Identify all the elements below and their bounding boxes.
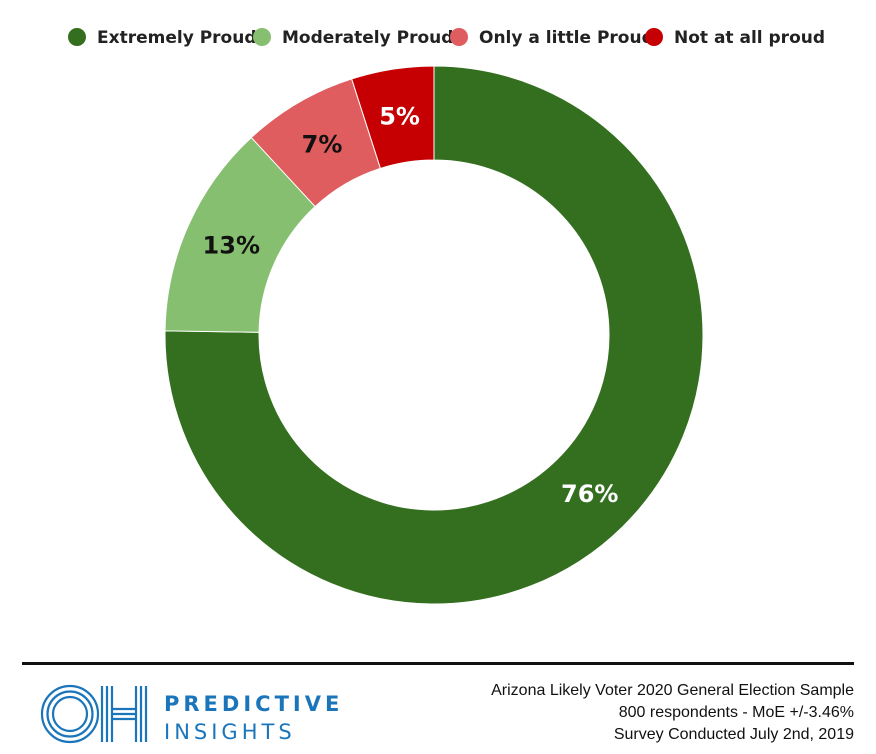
legend-swatch	[450, 28, 468, 46]
respondents-moe: 800 respondents - MoE +/-3.46%	[618, 704, 854, 721]
slice-label-moderately-proud: 13%	[203, 231, 260, 259]
survey-date: Survey Conducted July 2nd, 2019	[613, 726, 854, 743]
logo-word-predictive: PREDICTIVE	[164, 692, 344, 716]
legend-swatch	[645, 28, 663, 46]
slice-not-at-all-proud	[351, 65, 435, 170]
predictive-insights-logo: PREDICTIVE INSIGHTS	[40, 682, 360, 748]
logo-word-insights: INSIGHTS	[164, 720, 296, 744]
legend-label: Not at all proud	[674, 28, 825, 48]
legend-label: Extremely Proud	[97, 28, 256, 48]
legend-item-extremely-proud: Extremely Proud	[68, 28, 256, 48]
survey-source-notes: Arizona Likely Voter 2020 General Electi…	[491, 680, 854, 746]
oh-monogram-icon	[40, 684, 148, 744]
legend-item-not-at-all-proud: Not at all proud	[645, 28, 825, 48]
legend-item-moderately-proud: Moderately Proud	[253, 28, 453, 48]
footer-divider	[22, 662, 854, 665]
slice-labels: 76% 13% 7% 5%	[203, 103, 619, 509]
slice-label-only-a-little-proud: 7%	[302, 130, 343, 158]
sample-description: Arizona Likely Voter 2020 General Electi…	[491, 682, 854, 699]
slice-extremely-proud	[164, 65, 704, 605]
legend-label: Only a little Proud	[479, 28, 654, 48]
legend-label: Moderately Proud	[282, 28, 453, 48]
donut-slices	[164, 65, 704, 605]
chart-legend: Extremely Proud Moderately Proud Only a li…	[68, 28, 825, 48]
legend-item-only-a-little-proud: Only a little Proud	[450, 28, 654, 48]
donut-chart: Extremely Proud Moderately Proud Only a li…	[68, 28, 825, 605]
legend-swatch	[68, 28, 86, 46]
slice-label-not-at-all-proud: 5%	[379, 103, 420, 131]
slice-label-extremely-proud: 76%	[561, 480, 618, 508]
legend-swatch	[253, 28, 271, 46]
